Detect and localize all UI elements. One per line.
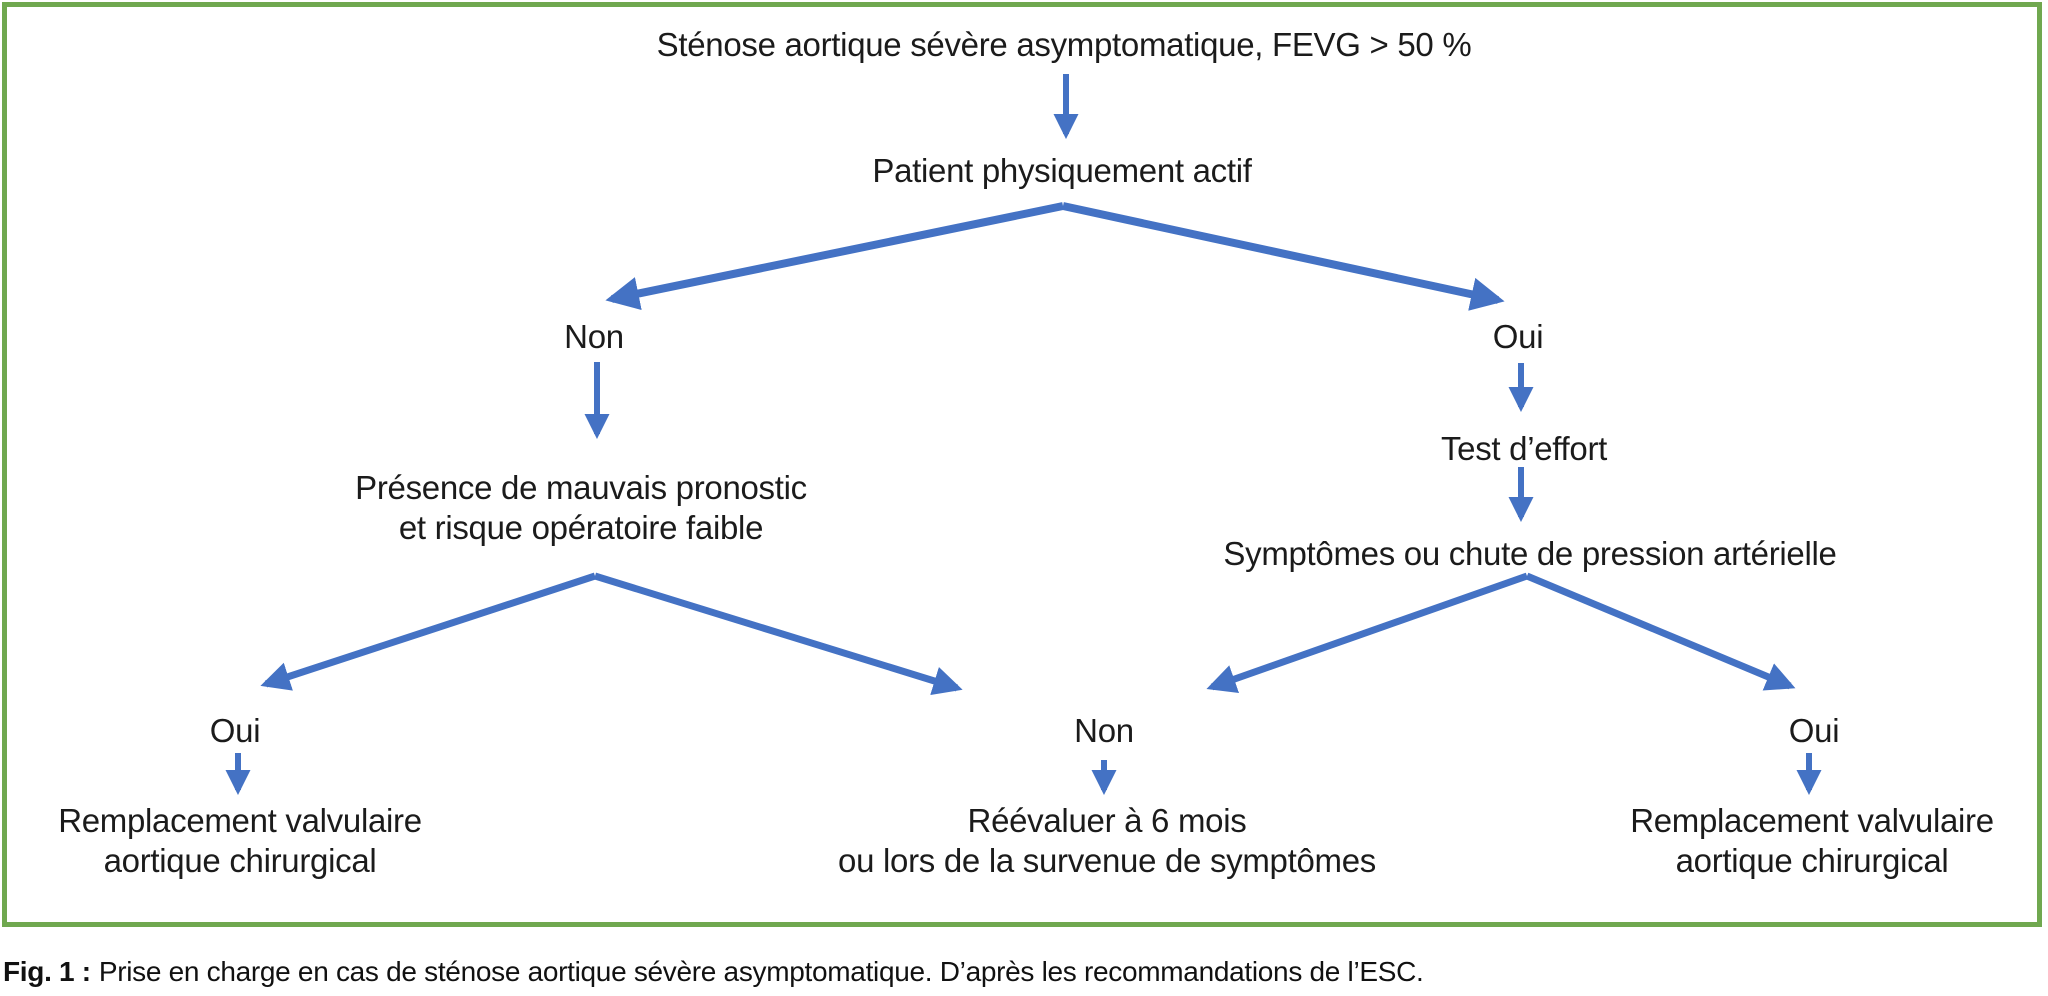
node-remplacement-left-line1: Remplacement valvulaire [58, 802, 422, 839]
node-non-bottom-mid: Non [1074, 712, 1134, 749]
node-oui-bottom-right: Oui [1788, 712, 1840, 749]
figure-caption-label: Fig. 1 : [3, 956, 91, 987]
node-pronostic-line2: et risque opératoire faible [398, 509, 764, 546]
node-oui-bottom-left: Oui [209, 712, 261, 749]
figure-caption-text: Prise en charge en cas de sténose aortiq… [98, 956, 1424, 987]
node-pronostic-line1: Présence de mauvais pronostic [355, 469, 807, 506]
node-reevaluer-line1: Réévaluer à 6 mois [967, 802, 1247, 839]
node-reevaluer: Réévaluer à 6 mois ou lors de la survenu… [838, 801, 1376, 881]
node-reevaluer-line2: ou lors de la survenue de symptômes [838, 842, 1376, 879]
flowchart-frame [2, 2, 2042, 927]
node-root: Sténose aortique sévère asymptomatique, … [656, 26, 1472, 63]
node-patient-actif: Patient physiquement actif [872, 152, 1252, 189]
node-remplacement-right: Remplacement valvulaire aortique chirurg… [1630, 801, 1994, 881]
node-remplacement-left: Remplacement valvulaire aortique chirurg… [58, 801, 422, 881]
node-remplacement-right-line1: Remplacement valvulaire [1630, 802, 1994, 839]
node-branch-non: Non [564, 318, 624, 355]
node-branch-oui: Oui [1492, 318, 1544, 355]
node-remplacement-right-line2: aortique chirurgical [1675, 842, 1949, 879]
figure-caption: Fig. 1 : Prise en charge en cas de sténos… [3, 956, 1424, 988]
node-pronostic: Présence de mauvais pronostic et risque … [355, 468, 807, 548]
node-remplacement-left-line2: aortique chirurgical [103, 842, 377, 879]
node-symptomes: Symptômes ou chute de pression artériell… [1223, 535, 1837, 572]
node-test-effort: Test d’effort [1440, 430, 1608, 467]
